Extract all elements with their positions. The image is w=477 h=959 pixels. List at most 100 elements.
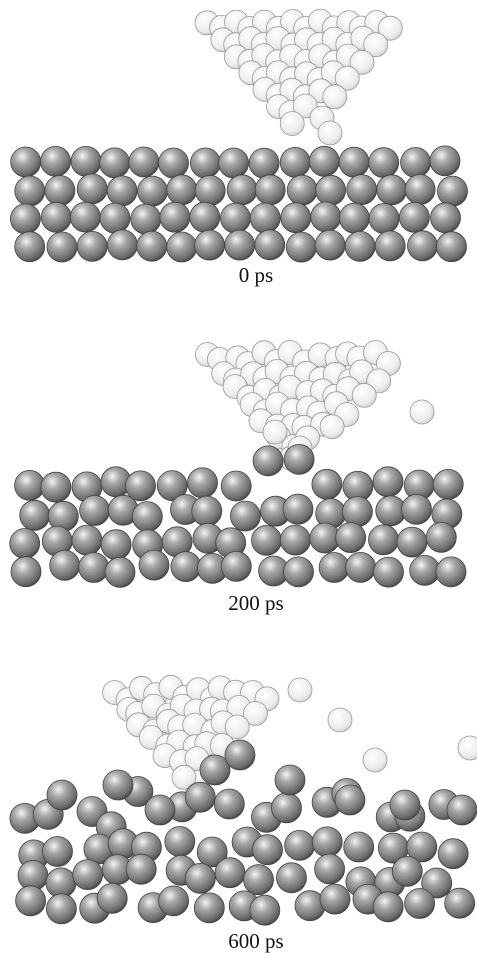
substrate-atom (137, 231, 167, 261)
substrate-atom (77, 174, 107, 204)
substrate-atom (319, 553, 349, 583)
tip-atom (352, 383, 376, 407)
substrate-atom (43, 837, 73, 867)
substrate-atom (100, 148, 130, 178)
substrate-atom (284, 444, 314, 474)
substrate-atom (227, 175, 257, 205)
substrate-atom (190, 148, 220, 178)
substrate-atom (426, 522, 456, 552)
substrate-atom (101, 530, 131, 560)
substrate-atom (10, 529, 40, 559)
substrate-atom (15, 470, 45, 500)
substrate-atom (139, 550, 169, 580)
substrate-atom (70, 202, 100, 232)
substrate-atom (185, 782, 215, 812)
substrate-atom (195, 230, 225, 260)
substrate-atom (339, 147, 369, 177)
tip-atom (288, 678, 312, 702)
substrate-atom (194, 893, 224, 923)
panel-label: 600 ps (228, 929, 283, 953)
substrate-atom (401, 148, 431, 178)
substrate-atom (105, 557, 135, 587)
substrate-atom (129, 147, 159, 177)
substrate-atom (405, 889, 435, 919)
tip-atom (410, 400, 434, 424)
substrate-atom (369, 204, 399, 234)
substrate-atom (284, 557, 314, 587)
substrate-atom (41, 472, 71, 502)
substrate-atom (277, 863, 307, 893)
substrate-atom (431, 203, 461, 233)
substrate-atom (399, 202, 429, 232)
substrate-atom (253, 835, 283, 865)
substrate-atom (255, 175, 285, 205)
substrate-atom (221, 471, 251, 501)
tip-atom (363, 748, 387, 772)
substrate-atom (377, 175, 407, 205)
substrate-atom (369, 525, 399, 555)
substrate-atom (159, 886, 189, 916)
substrate-atom (272, 793, 302, 823)
substrate-atom (192, 496, 222, 526)
substrate-atom (286, 232, 316, 262)
substrate-atom (230, 501, 260, 531)
substrate-atom (171, 552, 201, 582)
substrate-atom (107, 230, 137, 260)
tip-atom (328, 708, 352, 732)
substrate-atom (15, 176, 45, 206)
substrate-atom (397, 527, 427, 557)
substrate-atom (20, 500, 50, 530)
tip-atom (263, 420, 287, 444)
substrate-atom (225, 230, 255, 260)
substrate-atom (159, 148, 189, 178)
substrate-atom (312, 827, 342, 857)
substrate-atom (15, 232, 45, 262)
substrate-atom (287, 175, 317, 205)
substrate-atom (285, 830, 315, 860)
substrate-atom (430, 146, 460, 176)
substrate-atom (250, 203, 280, 233)
substrate-atom (347, 175, 377, 205)
substrate-atom (45, 176, 75, 206)
substrate-atom (72, 525, 102, 555)
substrate-atom (77, 231, 107, 261)
substrate-atom (346, 552, 376, 582)
figure: 0 ps 200 ps 600 ps (0, 0, 477, 959)
substrate-atom (250, 895, 280, 925)
substrate-atom (103, 770, 133, 800)
substrate-atom (392, 856, 422, 886)
substrate-atom (253, 446, 283, 476)
substrate-atom (11, 557, 41, 587)
substrate-atom (221, 551, 251, 581)
substrate-atom (244, 865, 274, 895)
substrate-atom (342, 497, 372, 527)
atoms (10, 9, 477, 925)
substrate-atom (345, 231, 375, 261)
substrate-atom (436, 557, 466, 587)
substrate-atom (390, 790, 420, 820)
tip-atom (323, 85, 347, 109)
substrate-atom (126, 854, 156, 884)
substrate-atom (46, 868, 76, 898)
page: 0 ps 200 ps 600 ps (() => { const data =… (0, 0, 477, 959)
substrate-atom (107, 176, 137, 206)
substrate-atom (221, 203, 251, 233)
substrate-atom (219, 148, 249, 178)
substrate-atom (402, 494, 432, 524)
substrate-atom (275, 765, 305, 795)
substrate-atom (373, 467, 403, 497)
substrate-atom (283, 494, 313, 524)
substrate-atom (335, 785, 365, 815)
substrate-atom (252, 525, 282, 555)
substrate-atom (280, 147, 310, 177)
substrate-atom (80, 496, 110, 526)
substrate-atom (47, 232, 77, 262)
tip-atom (458, 736, 477, 760)
substrate-atom (10, 204, 40, 234)
substrate-atom (79, 553, 109, 583)
substrate-atom (311, 202, 341, 232)
substrate-atom (369, 148, 399, 178)
substrate-atom (167, 175, 197, 205)
substrate-atom (138, 176, 168, 206)
substrate-atom (281, 203, 311, 233)
